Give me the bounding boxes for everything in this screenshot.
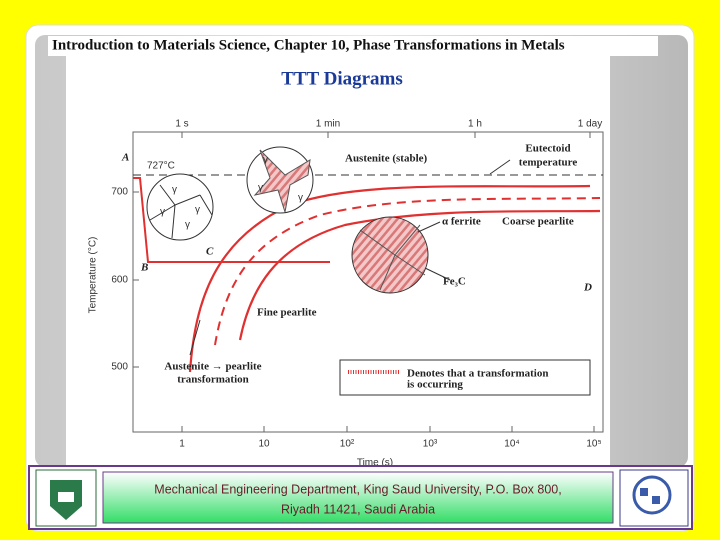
gamma: γ [298,193,303,204]
footer: Mechanical Engineering Department, King … [28,465,693,530]
austenite-label: Austenite (stable) [345,153,428,165]
slide-title: TTT Diagrams [281,68,403,89]
point-label: B [140,262,148,274]
gamma: γ [258,183,263,194]
y-tick: 600 [111,275,128,286]
pearlite-structure [351,216,429,294]
point-label: D [583,282,592,294]
fine-pearlite-label: Fine pearlite [257,307,317,319]
top-tick: 1 h [468,119,482,130]
gamma: γ [160,207,165,218]
legend-text: Denotes that a transformation [407,368,548,380]
cooling-path [133,177,330,263]
pointer [417,221,441,233]
colony-boundaries [359,224,426,291]
top-tick: 1 day [578,119,602,130]
y-axis-title: Temperature (°C) [88,237,99,314]
legend-text: is occurring [407,379,463,391]
x-tick: 10³ [423,439,438,450]
coarse-pearlite-label: Coarse pearlite [502,216,574,228]
ticks [133,132,595,432]
gamma: γ [185,220,190,231]
left-logo-book [58,492,74,502]
austenite-grains [146,173,214,241]
x-tick: 10⁴ [504,439,519,450]
transformation-label: Austenite → pearlite [164,361,261,373]
half-curve [214,197,601,346]
eutectoid-label: Eutectoid [525,143,570,155]
gamma: γ [195,205,200,216]
pointer [189,319,201,356]
pointer [424,267,451,281]
x-axis-title: Time (s) [357,458,393,469]
right-logo-gear [652,496,660,504]
top-tick: 1 s [175,119,188,130]
gamma: γ [172,185,177,196]
right-logo-ring [632,475,672,515]
diagram-labels: 1 s 1 min 1 h 1 day 1 10 10² 10³ 10⁴ 10⁵… [88,119,603,469]
legend-box [339,359,591,396]
eutectoid-label: temperature [519,157,578,169]
x-tick: 10 [258,439,270,450]
gamma: γ [263,155,268,166]
header-title: Introduction to Materials Science, Chapt… [52,37,565,53]
y-tick: 500 [111,362,128,373]
transformation-label: transformation [177,374,249,386]
footer-box [102,471,614,524]
ttt-diagram [132,131,604,433]
pearlite-nuclei [253,149,311,213]
right-logo-gear [640,488,648,496]
eutectoid-temp: 727°C [147,161,175,172]
footer-text: Mechanical Engineering Department, King … [154,482,561,496]
footer-text: Riyadh 11421, Saudi Arabia [281,502,435,516]
x-tick: 10² [340,439,355,450]
grain-boundaries [149,184,213,239]
header-bar [48,36,658,56]
pointer [489,159,511,175]
finish-curve [238,209,601,341]
ferrite-label: α ferrite [442,216,481,228]
x-tick: 10⁵ [586,439,601,450]
top-tick: 1 min [316,119,340,130]
point-label: C [206,246,214,258]
x-tick: 1 [179,439,185,450]
point-label: A [121,152,129,164]
y-tick: 700 [111,187,128,198]
fe3c-label: Fe₃C [443,276,466,288]
